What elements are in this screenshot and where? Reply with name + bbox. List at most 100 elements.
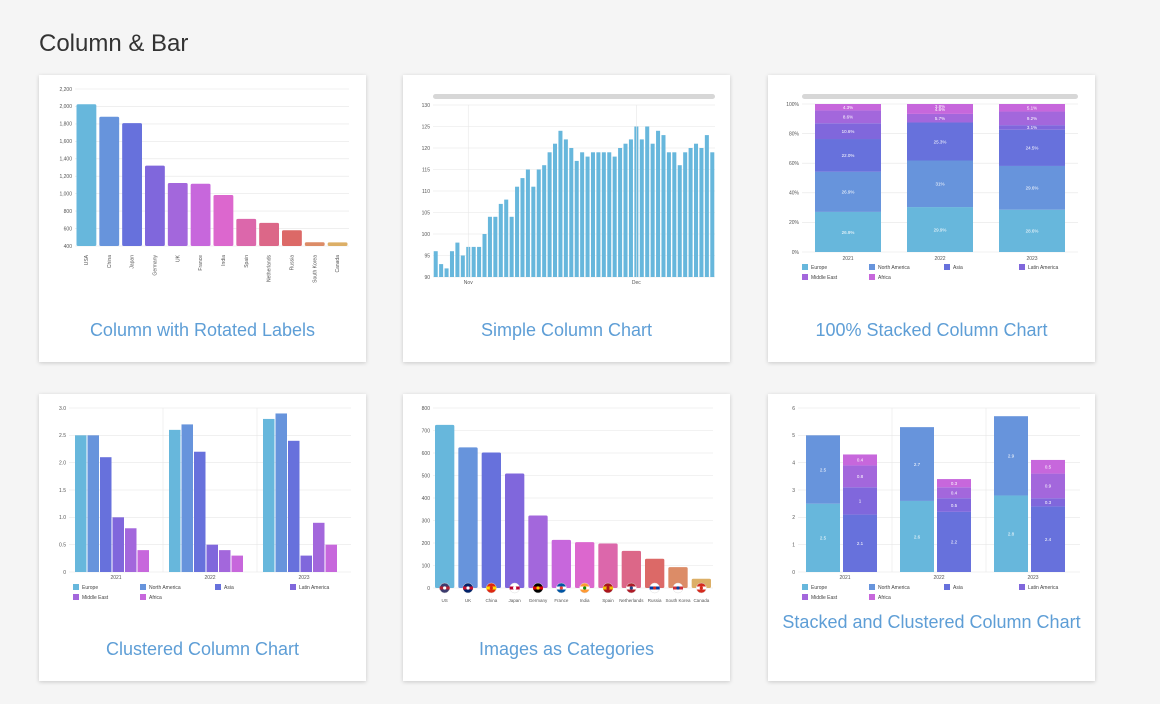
y-tick-label: 700 xyxy=(422,428,431,434)
chart-thumbnail[interactable]: 0 100 200 300 400 500 600 700 800 US UK China Japan G… xyxy=(403,394,730,624)
flag-center xyxy=(699,586,703,590)
x-tick-label: 2022 xyxy=(933,575,944,581)
bar xyxy=(477,246,482,277)
y-tick-label: 1,200 xyxy=(59,174,72,180)
y-tick-label: 600 xyxy=(422,451,431,457)
data-label: 5.1% xyxy=(1027,106,1037,111)
bar xyxy=(125,528,137,572)
bar-segment xyxy=(994,495,1028,572)
bar xyxy=(618,148,623,277)
bar xyxy=(505,473,525,588)
bar xyxy=(194,451,206,572)
y-tick-label: 6 xyxy=(792,406,795,412)
bar xyxy=(639,139,644,277)
chart-thumbnail[interactable]: 0 1 2 3 4 5 6 2.5 2.5 2.1 1 0.8 0.4 2021 2.6 2.7 2.2 0.5 0… xyxy=(768,394,1095,624)
bar xyxy=(458,447,478,588)
x-tick-label: India xyxy=(221,255,227,266)
y-tick-label: 0 xyxy=(63,570,66,576)
card-caption[interactable]: 100% Stacked Column Chart xyxy=(815,320,1048,340)
bar xyxy=(580,152,585,277)
chart-thumbnail[interactable]: 90 95 100 105 110 115 120 125 130 Nov Dec xyxy=(403,75,730,305)
legend-swatch xyxy=(802,594,808,600)
data-label: 0.5 xyxy=(1045,465,1052,470)
card-caption[interactable]: Images as Categories xyxy=(478,639,655,659)
legend-label: Africa xyxy=(878,275,891,281)
bar xyxy=(190,183,211,246)
demo-card-images-as-categories[interactable]: 0 100 200 300 400 500 600 700 800 US UK China Japan G… xyxy=(403,394,730,681)
legend-swatch xyxy=(802,274,808,280)
section-title: Column & Bar xyxy=(39,30,189,57)
demo-card-clustered-column[interactable]: 0 0.5 1.0 1.5 2.0 2.5 3.0 2021 2022 2023 Europe Nor… xyxy=(39,394,366,681)
x-tick-label: France xyxy=(554,598,569,603)
bar xyxy=(231,555,243,572)
bar xyxy=(574,160,579,277)
data-label: 25.3% xyxy=(934,139,947,144)
bar-segment xyxy=(900,500,934,572)
y-tick-label: 2 xyxy=(792,515,795,521)
bar-segment xyxy=(907,113,973,123)
card-caption[interactable]: Clustered Column Chart xyxy=(105,639,300,659)
bar-segment xyxy=(900,427,934,501)
demo-card-stacked-clustered[interactable]: 0 1 2 3 4 5 6 2.5 2.5 2.1 1 0.8 0.4 2021 2.6 2.7 2.2 0.5 0… xyxy=(768,394,1095,681)
legend-swatch xyxy=(140,594,146,600)
bar xyxy=(515,186,520,277)
card-caption[interactable]: Column with Rotated Labels xyxy=(89,320,316,340)
bar xyxy=(206,544,218,572)
x-tick-label: Nov xyxy=(464,280,473,286)
bar xyxy=(213,195,234,246)
bar-segment xyxy=(907,104,973,114)
bar xyxy=(645,126,650,277)
y-tick-label: 0 xyxy=(427,586,430,592)
bar xyxy=(536,169,541,277)
chart-thumbnail[interactable]: 0 0.5 1.0 1.5 2.0 2.5 3.0 2021 2022 2023 Europe Nor… xyxy=(39,394,366,624)
flag-center xyxy=(466,586,470,590)
bar xyxy=(498,203,503,277)
bar xyxy=(439,264,444,277)
chart-thumbnail[interactable]: 0% 20% 40% 60% 80% 100% 26.9% 26.9% 22.0% 10.6% 8.… xyxy=(768,75,1095,305)
bar-segment xyxy=(815,211,881,252)
x-tick-label: Netherlands xyxy=(267,255,273,282)
bar xyxy=(275,413,287,572)
y-tick-label: 1.5 xyxy=(59,488,66,494)
data-label: 0.4 xyxy=(857,458,864,463)
card-caption[interactable]: Stacked and Clustered Column Chart xyxy=(782,612,1081,632)
bar xyxy=(520,178,525,277)
bar-segment xyxy=(1031,498,1065,507)
legend-label: Europe xyxy=(811,265,827,271)
bar-segment xyxy=(843,487,877,515)
y-tick-label: 130 xyxy=(422,103,431,109)
x-tick-label: Germany xyxy=(529,598,548,603)
y-tick-label: 95 xyxy=(424,253,430,259)
legend-label: North America xyxy=(878,585,910,591)
bar xyxy=(100,457,112,572)
bar xyxy=(699,148,704,277)
x-tick-label: Russia xyxy=(289,255,295,271)
data-label: 26.9% xyxy=(842,190,855,195)
bar xyxy=(304,242,325,246)
card-caption[interactable]: Simple Column Chart xyxy=(480,320,653,340)
bar xyxy=(504,199,509,277)
data-label: 0.3 xyxy=(951,481,958,486)
bar xyxy=(621,550,641,588)
bar xyxy=(259,222,279,246)
bar xyxy=(645,558,665,588)
chart-thumbnail[interactable]: 400 600 800 1,000 1,200 1,400 1,600 1,800 2,000 2… xyxy=(39,75,366,305)
bar xyxy=(76,104,97,246)
x-tick-label: India xyxy=(580,598,590,603)
bar-segment xyxy=(815,123,881,140)
demo-card-100-stacked[interactable]: 0% 20% 40% 60% 80% 100% 26.9% 26.9% 22.0% 10.6% 8.… xyxy=(768,75,1095,362)
legend-swatch xyxy=(802,264,808,270)
bar xyxy=(327,242,348,246)
legend-label: Asia xyxy=(953,585,963,591)
data-label: 0.8 xyxy=(857,474,864,479)
demo-card-column-rotated-labels[interactable]: 400 600 800 1,000 1,200 1,400 1,600 1,800 2,000 2… xyxy=(39,75,366,362)
bar xyxy=(563,139,568,277)
legend-label: Latin America xyxy=(299,585,330,591)
y-tick-label: 1 xyxy=(792,542,795,548)
legend-swatch xyxy=(869,274,875,280)
legend-swatch xyxy=(944,264,950,270)
bar xyxy=(433,251,438,277)
bar-segment xyxy=(999,111,1065,126)
x-tick-label: Netherlands xyxy=(619,598,644,603)
demo-card-simple-column[interactable]: 90 95 100 105 110 115 120 125 130 Nov Dec Simple C… xyxy=(403,75,730,362)
